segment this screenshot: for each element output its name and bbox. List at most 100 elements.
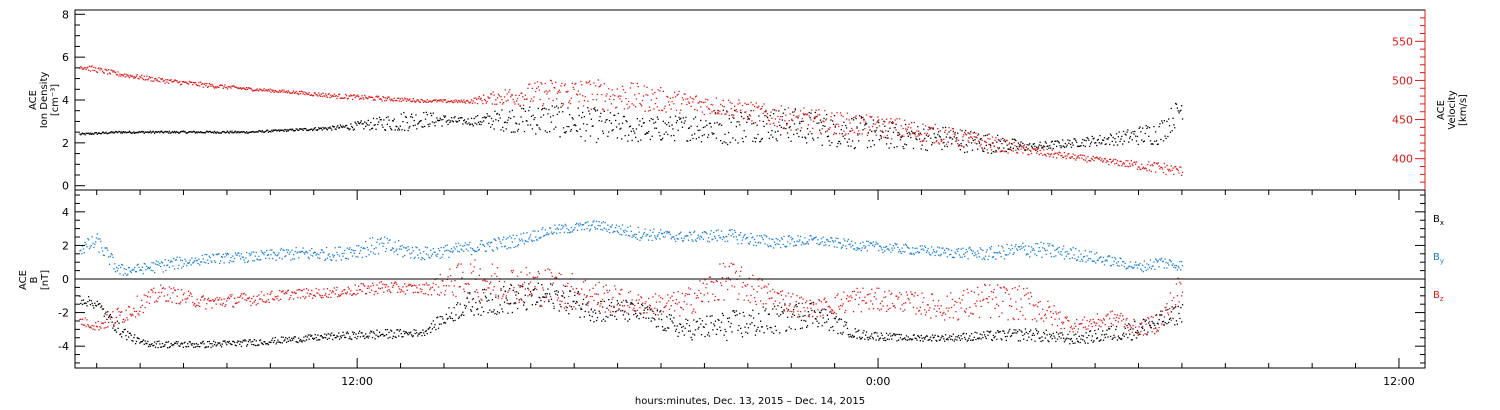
by-series-point: [928, 252, 930, 254]
ion-density-series-point: [600, 112, 602, 114]
by-series-point: [1063, 245, 1065, 247]
ion-density-series-point: [712, 133, 714, 135]
by-series-point: [287, 249, 289, 251]
velocity-series-point: [1083, 155, 1086, 157]
bz-series-point: [424, 292, 427, 295]
bz-series-point: [308, 295, 310, 297]
ion-density-series-point: [1028, 144, 1030, 146]
ion-density-series-point: [654, 127, 656, 129]
by-series-point: [314, 251, 316, 254]
bz-series-point: [533, 277, 535, 279]
velocity-series-point: [284, 91, 286, 93]
bz-series-point: [747, 283, 749, 286]
bz-series-point: [127, 319, 129, 321]
velocity-series-point: [557, 91, 559, 93]
ion-density-series-point: [847, 145, 849, 147]
velocity-series-point: [531, 87, 533, 89]
by-series-point: [643, 232, 645, 234]
ion-density-series-point: [1042, 147, 1044, 149]
ion-density-series-point: [1005, 150, 1007, 153]
ion-density-series-point: [751, 123, 753, 125]
by-series-point: [174, 268, 176, 270]
bz-series-point: [529, 281, 532, 283]
ion-density-series-point: [235, 132, 237, 134]
bz-series-point: [947, 310, 949, 312]
bz-series-point: [488, 287, 490, 289]
bz-series-point: [536, 288, 538, 291]
velocity-series-point: [179, 80, 181, 83]
velocity-series-point: [780, 105, 783, 107]
velocity-series-point: [636, 82, 638, 85]
by-series-point: [368, 254, 370, 256]
ion-density-series-point: [535, 133, 537, 135]
ion-density-series-point: [628, 126, 631, 128]
velocity-series-point: [269, 88, 271, 90]
velocity-series-point: [1010, 148, 1012, 151]
by-series-point: [1035, 242, 1037, 245]
ion-density-series-point: [1022, 142, 1024, 144]
by-series-point: [509, 235, 511, 237]
ion-density-series-point: [242, 131, 244, 133]
by-series-point: [604, 222, 606, 224]
bz-series-point: [135, 310, 138, 312]
bz-series-point: [1069, 327, 1072, 329]
by-series-point: [708, 241, 711, 243]
by-series-point: [806, 242, 808, 244]
bz-series-point: [927, 304, 929, 306]
velocity-series-point: [85, 68, 87, 71]
bz-series-point: [525, 266, 527, 269]
ion-density-series-point: [571, 117, 573, 119]
ion-density-series-point: [909, 133, 911, 135]
by-series-point: [641, 237, 643, 239]
ion-density-series-point: [632, 128, 634, 130]
ion-density-series-point: [977, 148, 979, 150]
velocity-series-point: [371, 96, 373, 98]
velocity-series-point: [1147, 164, 1149, 166]
bz-series-point: [505, 295, 507, 297]
ion-density-series-point: [1160, 138, 1162, 141]
bz-series-point: [693, 308, 695, 310]
by-series-point: [829, 241, 831, 243]
velocity-series-point: [130, 75, 132, 78]
by-series-point: [1009, 252, 1011, 254]
by-series-point: [335, 259, 337, 262]
velocity-series-point: [220, 84, 222, 86]
bz-series-point: [621, 305, 624, 307]
bz-series-point: [807, 315, 809, 317]
bz-series-point: [283, 292, 285, 295]
bz-series-point: [635, 310, 637, 312]
ion-density-series-point: [291, 129, 293, 131]
ion-density-series-point: [960, 142, 962, 145]
by-series-point: [710, 230, 712, 232]
by-series-point: [321, 249, 323, 251]
by-series-point: [1072, 247, 1074, 249]
bz-series-point: [369, 291, 371, 294]
velocity-series-point: [454, 101, 456, 103]
ion-density-series-point: [94, 132, 96, 134]
bz-series-point: [441, 279, 443, 282]
by-series-point: [458, 251, 460, 253]
ion-density-series-point: [780, 134, 782, 136]
bz-series-point: [1003, 287, 1006, 289]
ion-density-series-point: [827, 135, 829, 137]
velocity-series-point: [555, 81, 557, 83]
velocity-series-point: [1030, 152, 1033, 155]
bz-series-point: [116, 308, 118, 311]
bz-series-point: [99, 326, 101, 328]
ion-density-series-point: [443, 115, 445, 117]
ion-density-series-point: [1063, 145, 1065, 147]
by-series-point: [1169, 259, 1172, 262]
ion-density-series-point: [173, 132, 175, 134]
ion-density-series-point: [641, 118, 644, 120]
ion-density-series-point: [674, 139, 676, 142]
by-series-point: [152, 270, 154, 272]
velocity-series-point: [612, 94, 614, 96]
bz-series-point: [660, 296, 662, 299]
velocity-series-point: [603, 83, 605, 85]
by-series-point: [714, 235, 716, 238]
bz-series-point: [346, 291, 348, 293]
by-series-point: [1069, 258, 1071, 260]
ion-density-series-point: [816, 122, 818, 124]
ion-density-series-point: [221, 131, 223, 133]
ion-density-series-point: [599, 115, 601, 118]
